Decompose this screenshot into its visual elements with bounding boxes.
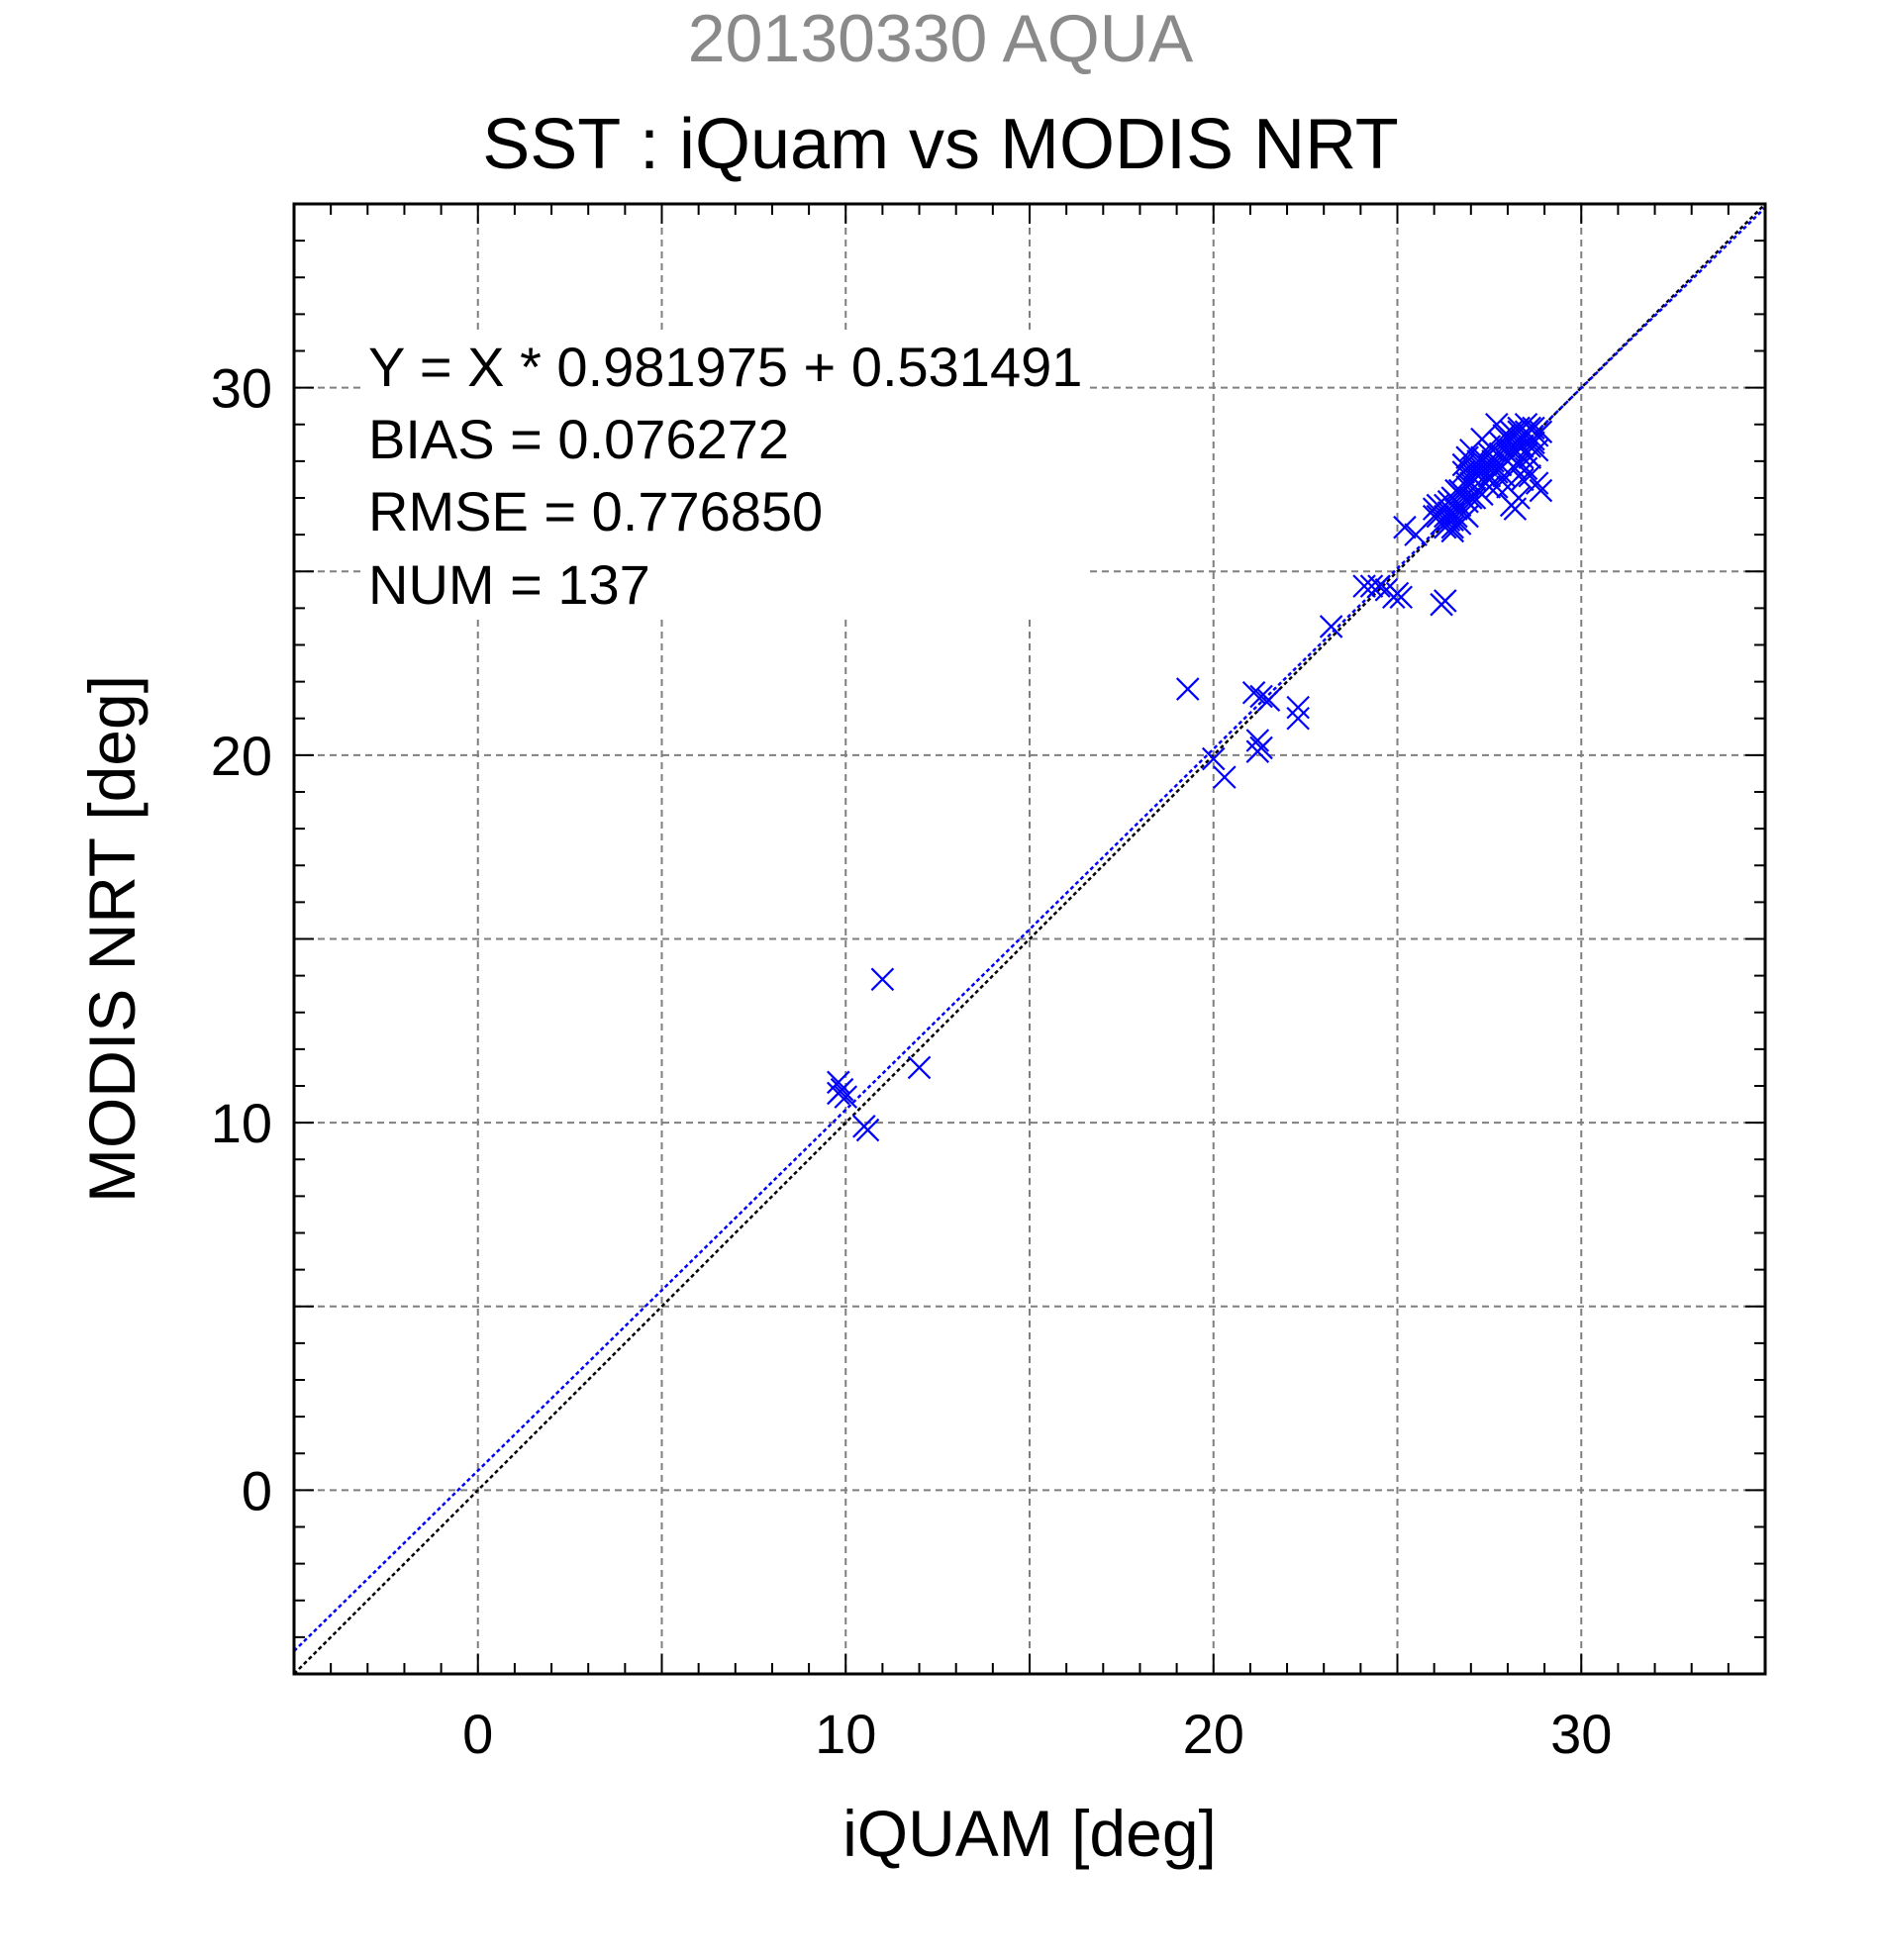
data-point	[1462, 460, 1487, 484]
x-tick-label: 10	[815, 1703, 876, 1765]
y-tick-label: 30	[211, 357, 272, 420]
data-point	[827, 1070, 850, 1095]
data-point	[1503, 424, 1528, 447]
regression-equation: Y = X * 0.981975 + 0.531491	[368, 336, 1082, 398]
data-point	[1426, 504, 1450, 529]
chart-title: SST : iQuam vs MODIS NRT	[482, 105, 1399, 184]
data-point	[1359, 574, 1384, 598]
data-point	[1511, 467, 1534, 492]
data-point	[1367, 574, 1391, 598]
bias-stat: BIAS = 0.076272	[368, 408, 789, 470]
data-point	[1522, 431, 1545, 455]
data-point	[1473, 452, 1498, 477]
x-tick-label: 0	[462, 1703, 493, 1765]
tick-labels: 0 10 20 30 0 10 20 30	[211, 357, 1613, 1765]
data-point	[870, 967, 895, 992]
data-point	[1470, 445, 1494, 469]
data-point	[834, 1085, 858, 1109]
data-point	[1434, 589, 1457, 613]
data-point	[1201, 746, 1226, 771]
plot-frame	[292, 202, 1767, 1676]
data-point	[1404, 523, 1428, 546]
data-point	[1529, 478, 1553, 503]
data-point	[1286, 695, 1310, 720]
data-points	[827, 412, 1553, 1142]
y-tick-label: 20	[211, 725, 272, 787]
data-point	[1514, 441, 1538, 466]
data-point	[1245, 729, 1270, 752]
data-point	[1451, 486, 1476, 510]
data-point	[1477, 435, 1502, 458]
data-point	[1393, 515, 1417, 539]
data-point	[1213, 765, 1237, 789]
count-stat: NUM = 137	[368, 553, 650, 616]
data-point	[1249, 684, 1273, 709]
grid	[294, 204, 1765, 1674]
x-tick-label: 20	[1183, 1703, 1244, 1765]
data-point	[855, 1118, 880, 1142]
chart-supertitle: 20130330 AQUA	[687, 1, 1194, 76]
data-point	[1245, 739, 1270, 763]
data-point	[907, 1055, 932, 1080]
x-axis-label: iQUAM [deg]	[842, 1797, 1217, 1870]
data-point	[1481, 452, 1505, 477]
data-point	[1286, 706, 1310, 731]
rmse-stat: RMSE = 0.776850	[368, 480, 823, 542]
stats-background	[364, 334, 1087, 618]
data-point	[1256, 688, 1281, 712]
data-point	[1455, 471, 1479, 495]
data-point	[1462, 486, 1487, 510]
fit-statistics: Y = X * 0.981975 + 0.531491 BIAS = 0.076…	[364, 334, 1087, 618]
y-axis-label: MODIS NRT [deg]	[75, 675, 148, 1203]
data-point	[827, 1081, 850, 1106]
x-tick-label: 30	[1550, 1703, 1612, 1765]
fit-line	[293, 206, 1766, 1652]
data-point	[1525, 471, 1549, 495]
data-point	[1499, 438, 1524, 462]
data-point	[1175, 677, 1200, 701]
y-tick-label: 0	[242, 1459, 272, 1521]
data-point	[1389, 585, 1413, 610]
data-point	[1241, 680, 1266, 705]
y-tick-label: 10	[211, 1092, 272, 1154]
data-point	[1319, 615, 1343, 638]
